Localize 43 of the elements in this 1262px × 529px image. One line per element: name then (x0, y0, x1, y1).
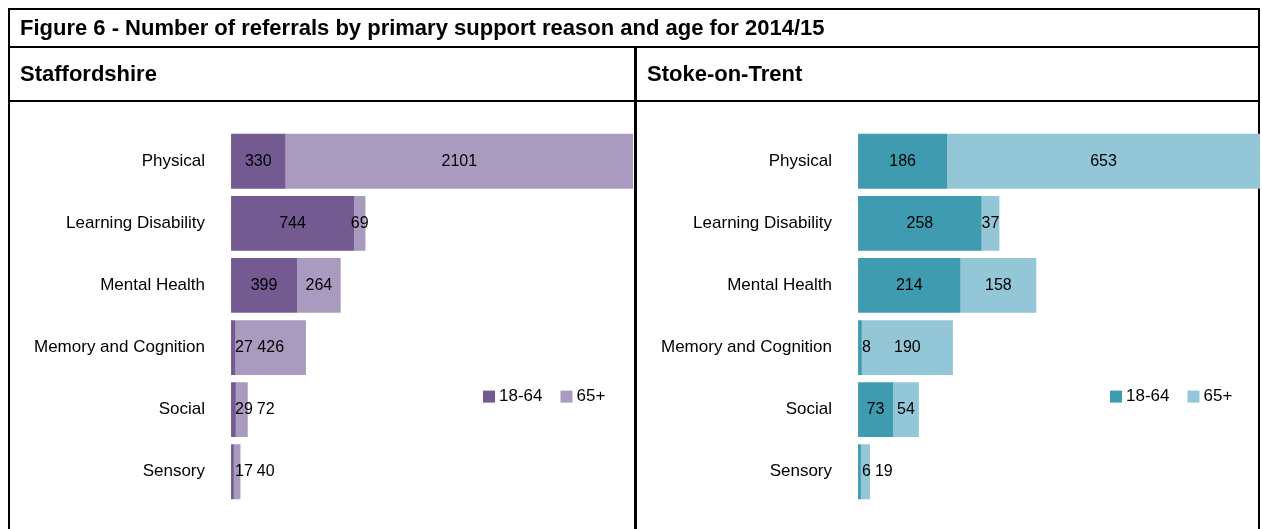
y-tick-label: Memory and Cognition (661, 337, 833, 357)
data-label: 54 (897, 400, 915, 418)
data-label: 399 (250, 275, 278, 293)
data-label: 426 (257, 337, 285, 355)
data-label: 37 (981, 213, 1000, 231)
chart-subtitle: Staffordshire (10, 48, 634, 102)
chart-subtitle: Stoke-on-Trent (637, 48, 1258, 102)
data-label: 330 (244, 151, 272, 169)
data-label: 186 (889, 151, 917, 169)
data-label: 73 (866, 400, 885, 418)
data-label: 190 (894, 337, 921, 355)
y-tick-label: Learning Disability (693, 213, 833, 233)
data-label: 17 (235, 462, 253, 480)
data-label: 8 (862, 337, 872, 355)
data-label: 158 (985, 275, 1012, 293)
y-tick-label: Sensory (769, 461, 833, 481)
y-tick-label: Social (785, 399, 833, 419)
legend-label: 18-64 (1126, 386, 1170, 406)
y-tick-label: Memory and Cognition (34, 337, 206, 357)
legend-label: 65+ (1203, 386, 1233, 406)
y-tick-label: Mental Health (727, 275, 833, 295)
data-label: 72 (256, 400, 275, 418)
data-label: 40 (256, 462, 275, 480)
y-tick-label: Learning Disability (66, 213, 206, 233)
data-label: 653 (1090, 151, 1118, 169)
y-tick-label: Physical (768, 150, 833, 170)
data-label: 69 (350, 213, 369, 231)
legend-label: 65+ (576, 386, 606, 406)
chart-title: Figure 6 - Number of referrals by primary support reason and age for 2014/15 (10, 10, 1258, 48)
y-tick-label: Mental Health (100, 275, 206, 295)
y-tick-label: Sensory (142, 461, 206, 481)
legend-label: 18-64 (499, 386, 543, 406)
y-tick-label: Social (158, 399, 206, 419)
data-label: 27 (235, 337, 253, 355)
data-label: 2101 (441, 151, 478, 169)
data-label: 29 (235, 400, 253, 418)
data-label: 6 (862, 462, 872, 480)
y-tick-label: Physical (141, 150, 206, 170)
data-label: 264 (305, 275, 333, 293)
data-label: 258 (906, 213, 934, 231)
data-label: 19 (874, 462, 893, 480)
data-label: 214 (895, 275, 923, 293)
data-label: 744 (279, 213, 306, 231)
